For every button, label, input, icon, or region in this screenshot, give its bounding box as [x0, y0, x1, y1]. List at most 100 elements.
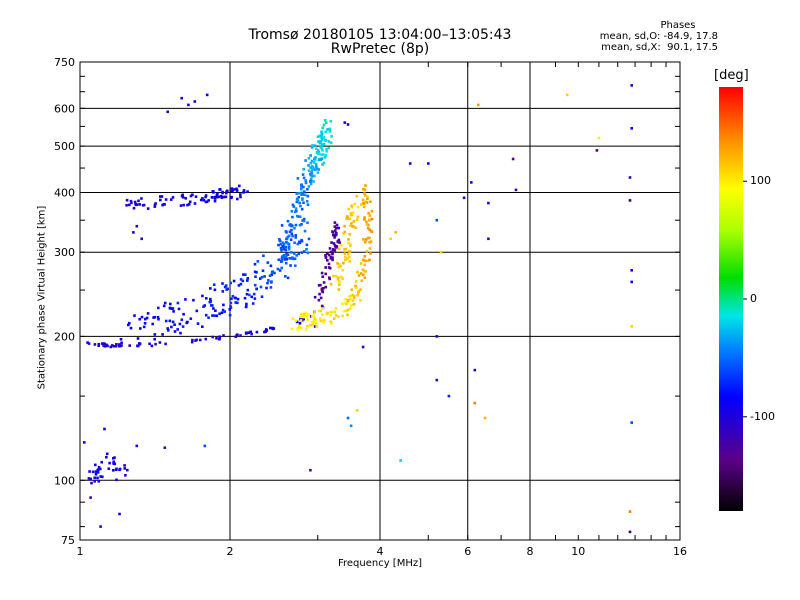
- data-point: [173, 323, 176, 326]
- data-point: [343, 230, 347, 234]
- data-point: [312, 180, 315, 183]
- data-point: [361, 268, 365, 272]
- data-point: [191, 193, 194, 197]
- data-point: [315, 151, 319, 154]
- data-point: [286, 253, 290, 256]
- data-point: [297, 252, 300, 256]
- data-point: [360, 203, 363, 206]
- data-point: [229, 281, 232, 285]
- data-point: [323, 156, 327, 159]
- data-point: [296, 214, 299, 218]
- data-point: [313, 174, 316, 178]
- data-point: [94, 463, 97, 467]
- data-point: [290, 327, 294, 331]
- data-point: [313, 144, 317, 147]
- data-point: [112, 345, 116, 348]
- data-point: [331, 258, 334, 262]
- data-point: [153, 203, 157, 207]
- data-point: [299, 319, 303, 322]
- chart-title: Tromsø 20180105 13:04:00–13:05:43: [248, 27, 512, 43]
- data-point: [328, 128, 332, 131]
- data-point: [242, 273, 245, 276]
- data-point: [298, 223, 302, 227]
- data-point: [102, 344, 105, 347]
- data-point: [305, 200, 309, 203]
- data-point: [150, 344, 154, 348]
- data-point: [156, 315, 160, 319]
- data-point: [303, 190, 306, 193]
- data-point: [309, 324, 312, 327]
- data-point: [298, 215, 302, 218]
- data-point: [253, 297, 257, 300]
- x-tick-label: 2: [227, 545, 234, 558]
- data-point: [134, 202, 137, 206]
- data-point: [285, 258, 289, 261]
- data-point: [346, 299, 350, 302]
- data-point: [630, 269, 633, 272]
- data-point: [251, 302, 255, 305]
- data-point: [194, 195, 198, 198]
- data-point: [628, 530, 632, 534]
- data-point: [313, 311, 317, 314]
- data-point: [329, 257, 333, 260]
- data-point: [350, 213, 354, 217]
- phase-x-stats: mean, sd,X: 90.1, 17.5: [601, 42, 718, 53]
- data-point: [278, 269, 282, 272]
- data-point: [330, 241, 333, 244]
- data-point: [222, 303, 225, 307]
- x-axis-label: Frequency [MHz]: [337, 558, 423, 569]
- y-tick-label: 600: [54, 102, 75, 115]
- data-point: [126, 468, 129, 472]
- data-point: [334, 307, 338, 310]
- data-point: [313, 325, 317, 328]
- data-point: [344, 247, 348, 251]
- data-point: [320, 157, 324, 160]
- data-point: [176, 328, 179, 331]
- data-point: [324, 130, 327, 134]
- data-point: [292, 205, 296, 208]
- data-point: [332, 233, 335, 237]
- data-point: [487, 237, 490, 241]
- data-point: [336, 262, 339, 265]
- data-point: [299, 312, 303, 316]
- data-point: [276, 267, 280, 271]
- colorbar: [719, 87, 743, 511]
- data-point: [327, 262, 331, 266]
- data-point: [302, 217, 306, 221]
- data-point: [300, 184, 303, 187]
- data-point: [310, 170, 313, 174]
- data-point: [326, 128, 329, 131]
- data-point: [128, 321, 131, 325]
- data-point: [153, 333, 157, 336]
- data-point: [630, 325, 633, 328]
- data-point: [199, 198, 203, 202]
- data-point: [477, 103, 480, 107]
- data-point: [316, 171, 320, 174]
- y-tick-label: 500: [54, 140, 75, 153]
- data-point: [313, 318, 316, 321]
- data-point: [300, 251, 304, 254]
- phase-statistics: Phases mean, sd,O: -84.9, 17.8 mean, sd,…: [590, 20, 718, 53]
- data-point: [630, 84, 633, 87]
- data-point: [306, 318, 309, 321]
- data-point: [239, 334, 242, 337]
- data-point: [357, 274, 361, 277]
- data-point: [299, 315, 302, 319]
- data-point: [473, 401, 477, 405]
- data-point: [107, 467, 111, 470]
- data-point: [299, 204, 302, 208]
- data-point: [86, 341, 89, 344]
- data-point: [209, 300, 213, 303]
- data-point: [295, 200, 299, 204]
- data-point: [90, 481, 93, 485]
- data-point: [296, 328, 299, 331]
- data-point: [310, 159, 314, 163]
- data-point: [339, 264, 342, 268]
- data-point: [236, 297, 240, 301]
- data-point: [302, 250, 306, 253]
- data-point: [356, 271, 359, 274]
- data-point: [329, 320, 333, 324]
- data-point: [362, 202, 366, 205]
- data-point: [320, 304, 324, 308]
- data-point: [113, 462, 117, 466]
